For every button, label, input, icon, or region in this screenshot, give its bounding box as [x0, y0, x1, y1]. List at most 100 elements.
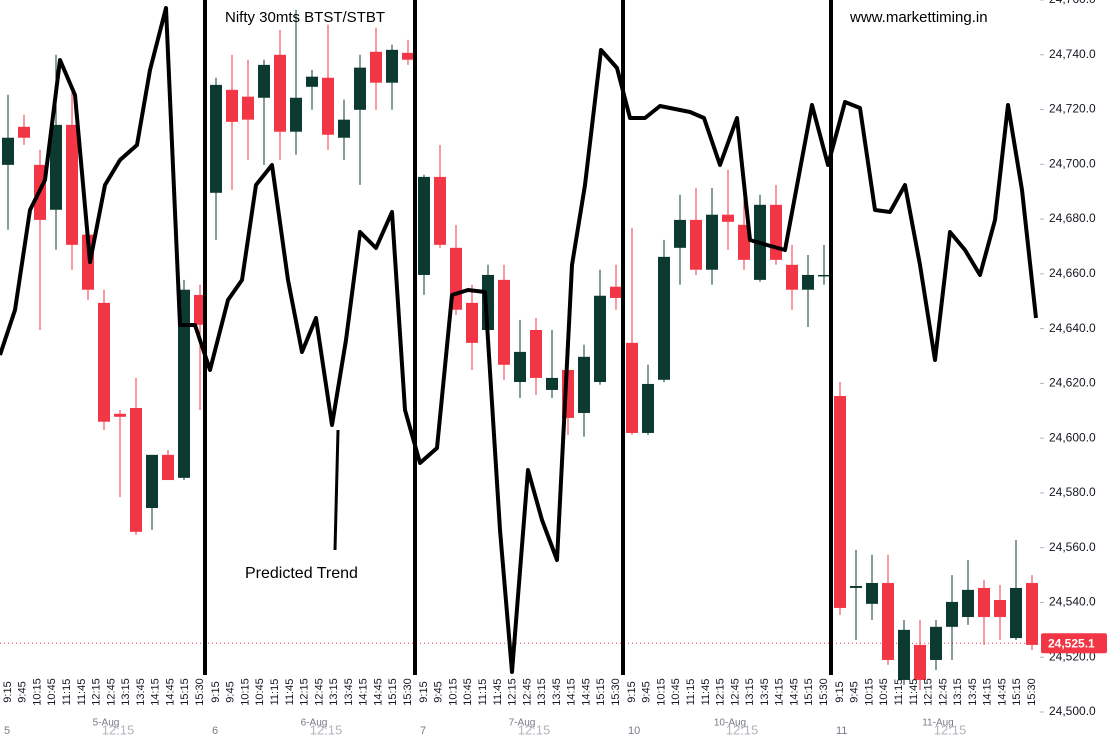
day-label: 7-Aug	[509, 718, 536, 729]
candle-body	[610, 286, 622, 298]
candle-body	[210, 84, 222, 193]
x-tick-label: 11:15	[61, 679, 73, 706]
x-tick-label: 9:15	[418, 681, 430, 702]
candle-body	[850, 586, 862, 588]
x-tick-label: 15:30	[402, 678, 414, 706]
candle-body	[594, 295, 606, 383]
x-tick-label: 13:45	[551, 678, 563, 706]
candle-body	[18, 126, 30, 138]
x-tick-label: 14:15	[150, 678, 162, 706]
x-tick-label: 10:45	[462, 678, 474, 706]
candle-body	[146, 454, 158, 508]
y-tick-label: 24,680.0	[1049, 211, 1096, 225]
x-tick-label: 10:15	[31, 678, 43, 706]
x-tick-label: 11:15	[893, 679, 905, 706]
day-label: 10-Aug	[714, 718, 746, 729]
candle-body	[338, 119, 350, 138]
candle-body	[1010, 587, 1022, 639]
x-tick-label: 12:15	[715, 678, 727, 706]
candle-body	[914, 644, 926, 680]
candle-body	[354, 67, 366, 110]
day-short-label: 11	[836, 725, 847, 737]
candle-body	[882, 583, 894, 660]
x-tick-label: 12:15	[91, 678, 103, 706]
candle-body	[962, 589, 974, 617]
candle-body	[802, 274, 814, 290]
x-tick-label: 14:45	[372, 678, 384, 706]
candle-body	[418, 176, 430, 275]
x-tick-label: 9:45	[849, 681, 861, 702]
candle-body	[226, 89, 238, 122]
day-short-label: 7	[420, 725, 426, 737]
x-tick-label: 12:15	[923, 678, 935, 706]
candle-body	[466, 302, 478, 343]
x-tick-label: 13:45	[135, 678, 147, 706]
y-tick-label: 24,620.0	[1049, 376, 1096, 390]
x-tick-label: 11:45	[492, 679, 504, 706]
candle-body	[66, 124, 78, 245]
candle-body	[178, 289, 190, 478]
day-faint-label: 12:15	[102, 722, 135, 737]
x-tick-label: 10:15	[239, 678, 251, 706]
last-price-label: 24,525.1	[1048, 636, 1095, 650]
x-tick-label: 10:15	[863, 678, 875, 706]
x-tick-label: 14:45	[996, 678, 1008, 706]
day-label: 11-Aug	[922, 718, 954, 729]
candle-body	[578, 356, 590, 413]
x-tick-label: 13:45	[343, 678, 355, 706]
x-tick-label: 14:15	[358, 678, 370, 706]
candles	[0, 9, 1040, 691]
x-tick-label: 10:45	[878, 678, 890, 706]
x-tick-label: 14:45	[788, 678, 800, 706]
candle-body	[706, 214, 718, 270]
day-short-label: 10	[628, 725, 640, 737]
x-tick-label: 13:15	[120, 678, 132, 706]
candle-body	[818, 274, 830, 277]
y-tick-label: 24,740.0	[1049, 47, 1096, 61]
x-tick-label: 15:15	[387, 678, 399, 706]
x-tick-label: 14:45	[164, 678, 176, 706]
candle-body	[402, 52, 414, 60]
x-tick-label: 15:15	[179, 678, 191, 706]
x-tick-label: 14:45	[580, 678, 592, 706]
x-tick-label: 11:15	[685, 679, 697, 706]
x-tick-label: 15:15	[595, 678, 607, 706]
x-tick-label: 14:15	[774, 678, 786, 706]
candle-body	[370, 51, 382, 83]
y-tick-label: 24,560.0	[1049, 540, 1096, 554]
x-tick-label: 11:45	[284, 679, 296, 706]
predicted-trend-line	[0, 6, 1038, 674]
x-tick-label: 15:30	[1026, 678, 1038, 706]
y-tick-label: 24,580.0	[1049, 485, 1096, 499]
x-tick-label: 11:15	[269, 679, 281, 706]
candle-body	[626, 342, 638, 433]
x-tick-label: 9:45	[433, 681, 445, 702]
x-tick-label: 9:45	[641, 681, 653, 702]
day-faint-label: 12:15	[518, 722, 551, 737]
x-tick-label: 11:45	[76, 679, 88, 706]
x-tick-label: 9:15	[210, 681, 222, 702]
candle-body	[930, 626, 942, 660]
candle-body	[242, 96, 254, 120]
day-faint-label: 12:15	[310, 722, 343, 737]
candle-body	[722, 214, 734, 222]
trend-stroke	[333, 429, 340, 551]
x-tick-label: 12:45	[729, 678, 741, 706]
x-tick-label: 13:45	[967, 678, 979, 706]
candle-body	[866, 583, 878, 604]
candle-body	[114, 413, 126, 417]
x-tick-label: 12:45	[105, 678, 117, 706]
candle-body	[530, 329, 542, 378]
x-tick-label: 11:45	[700, 679, 712, 706]
x-tick-label: 10:15	[655, 678, 667, 706]
x-tick-label: 12:45	[937, 678, 949, 706]
candle-body	[642, 383, 654, 433]
candle-body	[770, 204, 782, 260]
day-label: 5-Aug	[93, 718, 120, 729]
candle-body	[658, 256, 670, 380]
day-label: 6-Aug	[301, 718, 328, 729]
candle-body	[498, 279, 510, 365]
x-tick-label: 15:15	[803, 678, 815, 706]
